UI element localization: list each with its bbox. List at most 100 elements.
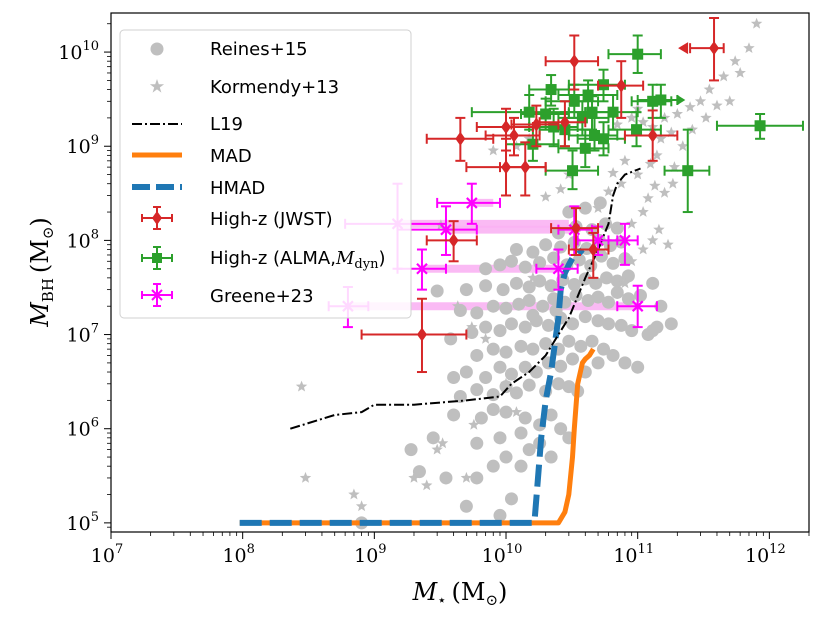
kormendy-point [431,443,443,455]
y-axis-title-close: ) [26,217,54,226]
kormendy-point [619,277,631,289]
kormendy-point [649,179,661,191]
reines-point [541,318,555,332]
y-tick-exponent: 5 [91,510,99,525]
jwst-point [569,54,580,69]
reines-point [444,332,458,346]
kormendy-point [527,271,539,283]
alma-point [576,112,588,124]
y-tick-exponent: 7 [91,322,99,337]
y-tick-exponent: 8 [91,227,99,242]
x-tick-label: 109 [354,542,386,567]
x-axis-title-symbol: M [412,578,439,606]
y-tick-label: 1010 [58,39,99,64]
jwst-point [559,115,570,130]
reines-point [465,326,479,340]
reines-point [562,334,576,348]
reines-point [470,348,484,362]
reines-point [493,360,507,374]
jwst-limit-arrow [678,42,689,55]
reines-point [601,295,615,309]
reines-point [578,310,592,324]
plot-frame [110,12,810,533]
reines-point [544,408,558,422]
reines-point [514,426,528,440]
kormendy-point [452,300,464,312]
reines-point [447,370,461,384]
reines-point [566,352,580,366]
kormendy-point [421,479,433,491]
kormendy-point [750,17,763,29]
reines-point [404,443,418,457]
legend-jwst-label: High-z (JWST) [210,209,333,230]
kormendy-point [626,255,638,267]
reines-point [499,405,513,419]
jwst-point [509,128,520,143]
y-tick-base: 10 [58,42,82,64]
kormendy-point [355,500,368,512]
kormendy-point [479,332,492,344]
x-tick-base: 10 [91,545,115,567]
jwst-point [709,41,720,56]
kormendy-point [743,42,755,53]
kormendy-point [658,186,671,198]
x-tick-label: 1010 [482,542,523,567]
legend-kormendy-marker [149,79,165,93]
kormendy-point [647,234,659,246]
kormendy-point [539,190,552,202]
legend-alma-label-text: High-z (ALMA, [210,248,336,269]
kormendy-point [653,223,665,235]
reines-point [618,356,632,370]
y-tick-base: 10 [67,419,91,441]
reines-point [509,276,523,290]
kormendy-point [700,111,712,123]
greene-point [592,234,604,247]
y-tick-label: 105 [67,510,99,535]
reines-point [518,320,532,334]
jwst-point [588,242,599,257]
kormendy-point [510,406,523,417]
legend-reines-marker [150,42,164,56]
reines-point [493,258,507,272]
reines-point [470,471,484,485]
reines-point [591,356,605,370]
reines-point [459,499,473,513]
legend-alma-label: High-z (ALMA,Mdyn) [210,248,385,272]
reines-point [518,411,532,425]
reines-point [610,285,624,299]
reines-point [479,279,493,293]
kormendy-point [703,83,715,95]
reines-point [504,367,518,381]
legend-hmad-label: HMAD [210,178,265,199]
kormendy-point [667,177,679,189]
alma-point [523,106,535,118]
x-tick-exponent: 7 [115,542,123,557]
legend-kormendy-label: Kormendy+13 [210,77,339,98]
reines-point [522,378,536,392]
x-tick-base: 10 [222,545,246,567]
reines-point [529,365,543,379]
kormendy-point [729,55,741,67]
reines-point [526,245,540,259]
reines-point [499,345,513,359]
greene-point [416,262,428,275]
x-tick-base: 10 [613,545,637,567]
jwst-point [647,128,658,143]
reines-point [601,317,615,331]
jwst-point [570,221,581,236]
kormendy-point [500,377,512,389]
kormendy-point [466,321,478,332]
kormendy-point [523,132,535,144]
reines-point [470,306,484,320]
reines-point [426,431,440,445]
kormendy-point [299,471,312,483]
reines-point [430,284,444,298]
reines-point [526,308,540,322]
reines-point [470,436,484,450]
kormendy-point [637,243,649,255]
kormendy-point [626,111,638,123]
reines-point [539,337,553,351]
hmad-curve [239,247,585,526]
legend-reines-label: Reines+15 [210,39,308,60]
